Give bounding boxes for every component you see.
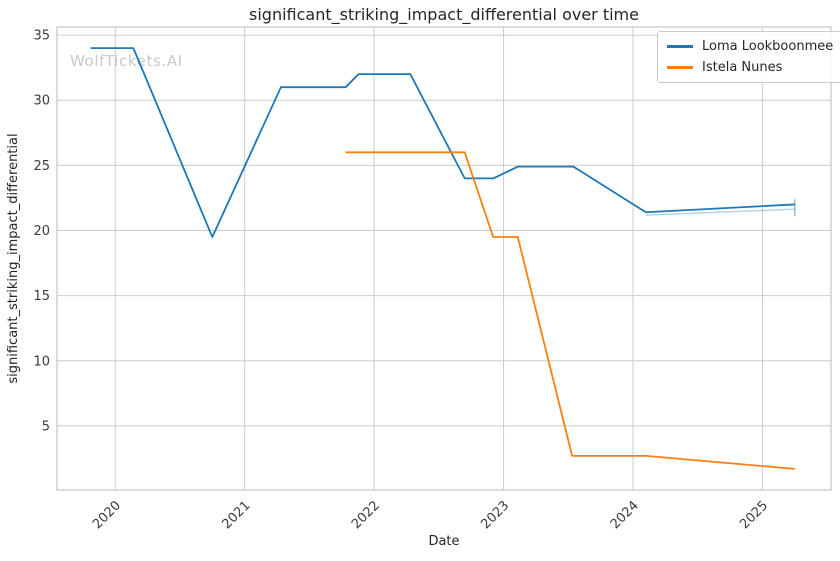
x-tick-label: 2024: [608, 498, 642, 532]
x-tick-label: 2023: [478, 498, 512, 532]
y-tick-label: 15: [33, 289, 50, 304]
legend-swatch-istela-nunes: [667, 66, 693, 69]
chart-title: significant_striking_impact_differential…: [249, 5, 639, 24]
legend-label-loma-lookboonmee: Loma Lookboonmee: [702, 39, 834, 54]
y-tick-label: 20: [33, 224, 50, 239]
series-line-loma-lookboonmee: [90, 47, 795, 238]
x-tick-label: 2021: [219, 498, 253, 532]
legend-swatch-loma-lookboonmee: [667, 45, 693, 48]
y-tick-label: 25: [33, 159, 50, 174]
x-tick-label: 2020: [90, 498, 124, 532]
y-tick-label: 35: [33, 29, 50, 44]
y-tick-label: 30: [33, 94, 50, 109]
series-ghost-line-loma-lookboonmee: [645, 208, 795, 216]
watermark: WolfTickets.AI: [70, 52, 183, 70]
x-tick-label: 2025: [737, 498, 771, 532]
plot-border: [56, 26, 832, 491]
legend-item-istela-nunes: Istela Nunes: [667, 57, 833, 78]
series-line-istela-nunes: [345, 151, 795, 470]
y-tick-label: 10: [33, 354, 50, 369]
legend-label-istela-nunes: Istela Nunes: [702, 60, 783, 75]
x-tick-label: 2022: [349, 498, 383, 532]
legend-item-loma-lookboonmee: Loma Lookboonmee: [667, 36, 833, 57]
x-axis-label: Date: [428, 534, 460, 549]
legend: Loma Lookboonmee Istela Nunes: [657, 31, 840, 83]
y-axis-label: significant_striking_impact_differential: [6, 133, 21, 384]
y-tick-label: 5: [42, 419, 50, 434]
